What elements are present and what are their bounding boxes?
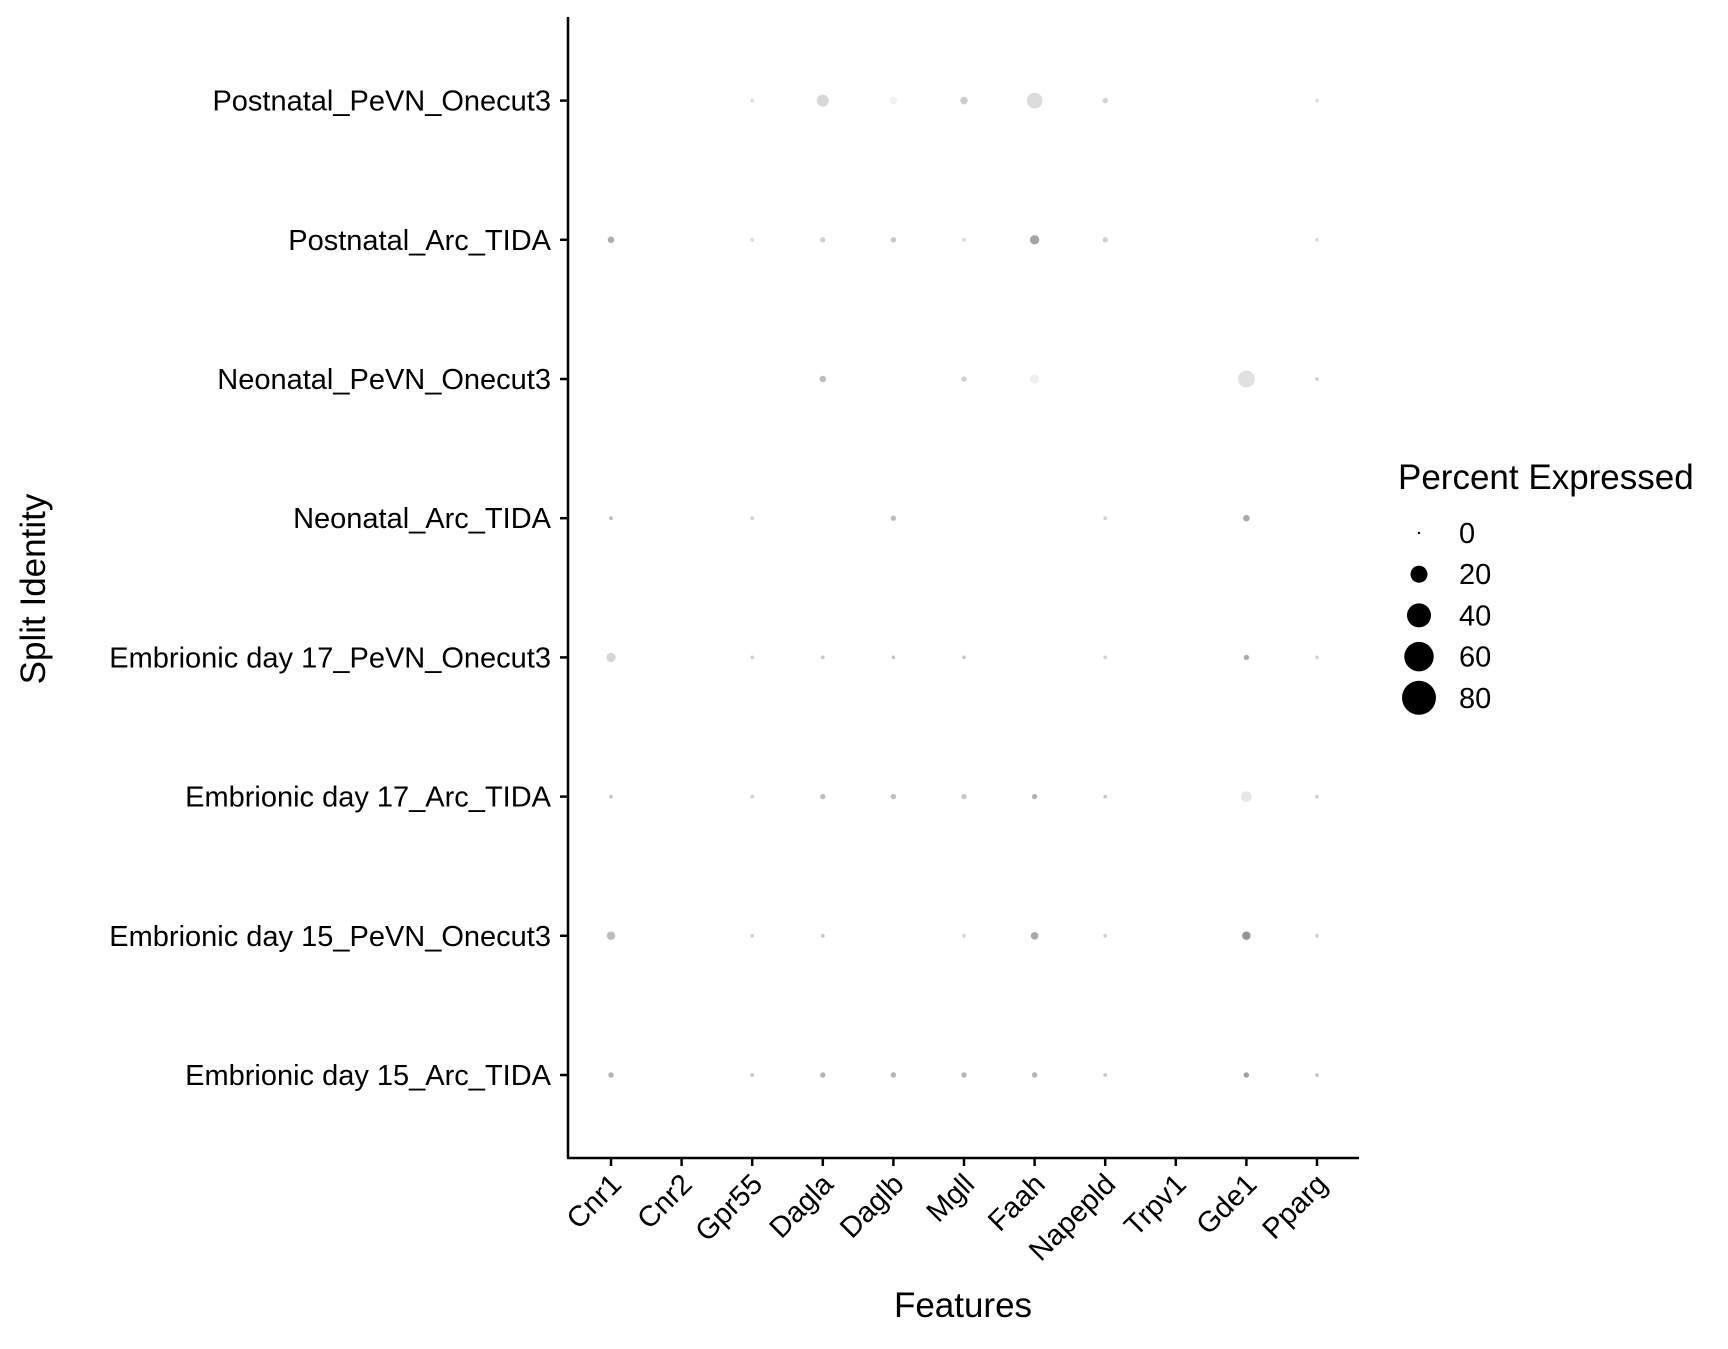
dot-daglb-0 (890, 1072, 897, 1078)
dot-pparg-7 (1315, 98, 1319, 103)
dot-napepld-7 (1102, 97, 1108, 104)
dot-faah-0 (1031, 1072, 1038, 1078)
y-axis-title: Split Identity (14, 493, 53, 684)
legend-dot (1402, 680, 1436, 715)
x-axis-title: Features (894, 1286, 1032, 1325)
y-tick-label: Embrionic day 17_PeVN_Onecut3 (109, 642, 551, 674)
dot-faah-6 (1029, 235, 1040, 245)
y-tick-label: Neonatal_PeVN_Onecut3 (217, 364, 551, 396)
dot-napepld-1 (1103, 933, 1108, 938)
x-tick-label: Trpv1 (1118, 1168, 1192, 1242)
y-tick-label: Neonatal_Arc_TIDA (293, 503, 552, 535)
legend-label: 60 (1459, 642, 1491, 674)
dot-daglb-2 (890, 793, 897, 800)
dot-gde1-1 (1242, 931, 1251, 941)
dot-faah-2 (1031, 793, 1038, 800)
dot-cnr1-0 (608, 1072, 614, 1078)
x-tick-label: Gpr55 (690, 1168, 770, 1248)
dot-gpr55-1 (750, 933, 755, 938)
legend-dot (1404, 641, 1434, 672)
legend-label: 0 (1459, 518, 1475, 550)
dot-gpr55-3 (750, 655, 755, 660)
y-tick-label: Embrionic day 15_Arc_TIDA (185, 1060, 552, 1092)
x-tick-label: Cnr1 (561, 1168, 628, 1235)
legend-dot (1406, 603, 1432, 628)
dot-pparg-3 (1315, 655, 1319, 660)
dot-mgll-5 (961, 376, 967, 382)
x-tick-label: Dagla (764, 1168, 841, 1245)
y-ticks-layer: Embrionic day 15_Arc_TIDA Embrionic day 1… (109, 86, 568, 1092)
dot-cnr1-6 (607, 236, 615, 244)
dot-mgll-3 (962, 655, 966, 660)
y-tick-label: Postnatal_PeVN_Onecut3 (212, 86, 551, 118)
x-tick-label: Gde1 (1191, 1168, 1264, 1241)
legend-title: Percent Expressed (1398, 458, 1694, 497)
dot-gpr55-6 (750, 237, 755, 242)
dot-napepld-6 (1102, 237, 1108, 243)
dot-gpr55-7 (750, 98, 755, 103)
dot-gde1-2 (1241, 791, 1252, 802)
size-legend: Percent Expressed 0 20 40 60 80 (1398, 458, 1694, 715)
dot-faah-5 (1029, 374, 1040, 384)
dots-layer (606, 92, 1319, 1078)
dot-mgll-6 (962, 237, 966, 242)
legend-items: 0 20 40 60 80 (1402, 518, 1491, 715)
legend-dot (1410, 565, 1428, 583)
dot-pparg-1 (1315, 933, 1319, 938)
dot-pparg-6 (1315, 237, 1319, 242)
dot-dagla-6 (820, 237, 826, 243)
dot-daglb-3 (891, 655, 896, 660)
dot-cnr1-2 (609, 794, 613, 799)
dot-napepld-4 (1103, 516, 1108, 521)
dot-mgll-1 (962, 933, 966, 938)
dot-mgll-2 (961, 793, 967, 800)
dot-gde1-0 (1243, 1072, 1250, 1078)
dot-cnr1-1 (606, 931, 616, 941)
dot-daglb-7 (889, 96, 898, 105)
dot-mgll-7 (960, 96, 968, 105)
dot-daglb-4 (890, 515, 897, 521)
y-tick-label: Postnatal_Arc_TIDA (288, 225, 551, 257)
dot-cnr1-3 (606, 652, 616, 663)
dot-pparg-2 (1315, 794, 1319, 799)
x-tick-label: Pparg (1257, 1168, 1334, 1245)
dot-pparg-0 (1315, 1073, 1319, 1077)
x-tick-label: Mgll (921, 1168, 981, 1228)
dot-dagla-7 (816, 94, 829, 107)
y-tick-label: Embrionic day 17_Arc_TIDA (185, 782, 552, 814)
dot-gde1-4 (1243, 514, 1250, 522)
dot-gpr55-2 (750, 794, 755, 799)
dot-gpr55-4 (750, 516, 755, 521)
dot-dagla-0 (820, 1072, 826, 1078)
y-tick-label: Embrionic day 15_PeVN_Onecut3 (109, 921, 551, 953)
dot-napepld-0 (1103, 1073, 1108, 1077)
legend-dot (1417, 531, 1421, 535)
dot-cnr1-4 (609, 516, 613, 521)
dot-daglb-6 (890, 237, 897, 243)
legend-label: 80 (1459, 683, 1491, 715)
dot-napepld-3 (1103, 655, 1108, 660)
dot-dagla-5 (819, 375, 827, 383)
legend-label: 20 (1459, 559, 1491, 591)
dot-faah-7 (1026, 92, 1043, 109)
dot-faah-1 (1030, 931, 1039, 940)
dot-dagla-2 (820, 793, 826, 800)
dot-dagla-3 (820, 655, 825, 660)
dot-gde1-5 (1237, 370, 1255, 388)
x-tick-label: Daglb (834, 1168, 910, 1244)
dot-pparg-5 (1315, 377, 1319, 381)
dot-gpr55-0 (750, 1073, 755, 1077)
dot-dagla-1 (820, 933, 825, 938)
dot-gde1-3 (1243, 654, 1250, 661)
dot-napepld-2 (1103, 794, 1108, 799)
dot-mgll-0 (961, 1072, 967, 1078)
legend-label: 40 (1459, 600, 1491, 632)
